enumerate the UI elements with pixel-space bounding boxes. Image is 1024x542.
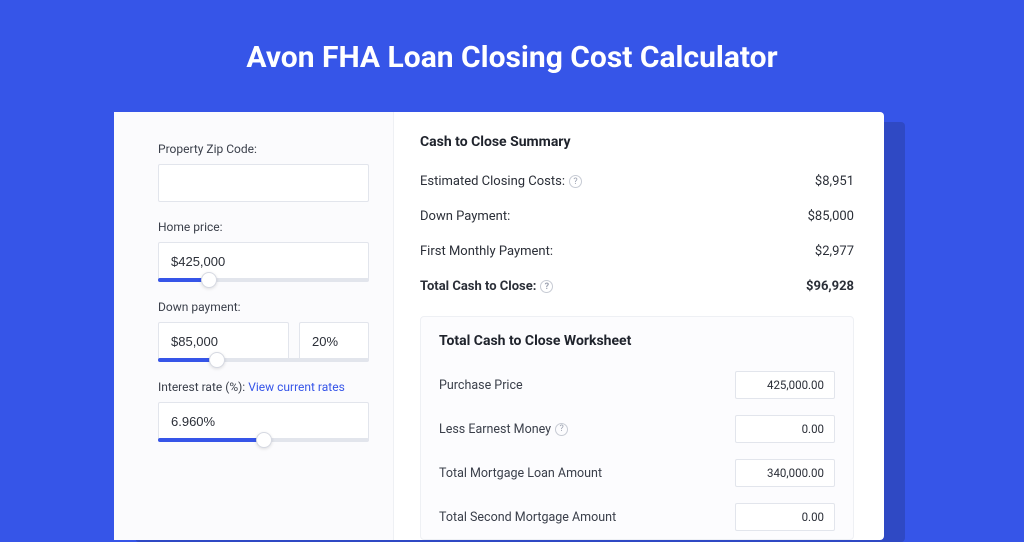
worksheet-row-value[interactable]: 0.00 [735, 503, 835, 531]
down-payment-pct-input[interactable] [299, 322, 369, 360]
summary-row-value: $8,951 [815, 174, 854, 189]
worksheet-row-value[interactable]: 0.00 [735, 415, 835, 443]
summary-title: Cash to Close Summary [420, 134, 854, 150]
zip-field-group: Property Zip Code: [158, 142, 369, 202]
worksheet-row-label: Purchase Price [439, 378, 523, 393]
zip-label: Property Zip Code: [158, 142, 369, 156]
summary-rows: Estimated Closing Costs:? $8,951 Down Paym… [420, 164, 854, 304]
summary-row-label: Down Payment: [420, 209, 510, 224]
home-price-slider-wrap [158, 242, 369, 282]
home-price-field-group: Home price: [158, 220, 369, 282]
interest-label: Interest rate (%): View current rates [158, 380, 369, 394]
summary-row-value: $85,000 [808, 209, 854, 224]
help-icon[interactable]: ? [540, 280, 553, 293]
form-column: Property Zip Code: Home price: Down paym… [114, 112, 394, 540]
worksheet-row: Purchase Price 425,000.00 [439, 363, 835, 407]
summary-row: Down Payment: $85,000 [420, 199, 854, 234]
home-price-label: Home price: [158, 220, 369, 234]
worksheet-row-label: Less Earnest Money? [439, 422, 568, 437]
down-payment-label: Down payment: [158, 300, 369, 314]
interest-field-group: Interest rate (%): View current rates [158, 380, 369, 442]
down-payment-slider-thumb[interactable] [209, 352, 225, 368]
summary-row: Estimated Closing Costs:? $8,951 [420, 164, 854, 199]
summary-row-label: Total Cash to Close:? [420, 279, 553, 294]
home-price-slider-thumb[interactable] [201, 272, 217, 288]
down-payment-slider[interactable] [158, 358, 369, 362]
page-title: Avon FHA Loan Closing Cost Calculator [0, 0, 1024, 103]
summary-row-label: First Monthly Payment: [420, 244, 553, 259]
worksheet-title: Total Cash to Close Worksheet [439, 333, 835, 349]
interest-label-text: Interest rate (%): [158, 380, 245, 394]
zip-input[interactable] [158, 164, 369, 202]
help-icon[interactable]: ? [555, 423, 568, 436]
interest-slider-thumb[interactable] [256, 432, 272, 448]
view-rates-link[interactable]: View current rates [248, 380, 345, 394]
down-payment-slider-wrap [158, 322, 369, 362]
summary-row: Total Cash to Close:? $96,928 [420, 269, 854, 304]
summary-row-value: $96,928 [806, 279, 854, 294]
summary-row-value: $2,977 [815, 244, 854, 259]
worksheet-row-value[interactable]: 425,000.00 [735, 371, 835, 399]
down-payment-field-group: Down payment: [158, 300, 369, 362]
worksheet-rows: Purchase Price 425,000.00 Less Earnest Mon… [439, 363, 835, 539]
interest-slider[interactable] [158, 438, 369, 442]
help-icon[interactable]: ? [569, 175, 582, 188]
calculator-card: Property Zip Code: Home price: Down paym… [114, 112, 884, 540]
worksheet-row: Total Second Mortgage Amount0.00 [439, 495, 835, 539]
worksheet-row-label: Total Mortgage Loan Amount [439, 466, 602, 481]
summary-row-label: Estimated Closing Costs:? [420, 174, 582, 189]
worksheet-card: Total Cash to Close Worksheet Purchase P… [420, 316, 854, 540]
summary-row: First Monthly Payment: $2,977 [420, 234, 854, 269]
interest-slider-wrap [158, 402, 369, 442]
home-price-slider[interactable] [158, 278, 369, 282]
home-price-input[interactable] [158, 242, 369, 280]
summary-column: Cash to Close Summary Estimated Closing … [394, 112, 884, 540]
interest-slider-fill [158, 438, 264, 442]
worksheet-row-value[interactable]: 340,000.00 [735, 459, 835, 487]
worksheet-row: Less Earnest Money? 0.00 [439, 407, 835, 451]
worksheet-row: Total Mortgage Loan Amount 340,000.00 [439, 451, 835, 495]
